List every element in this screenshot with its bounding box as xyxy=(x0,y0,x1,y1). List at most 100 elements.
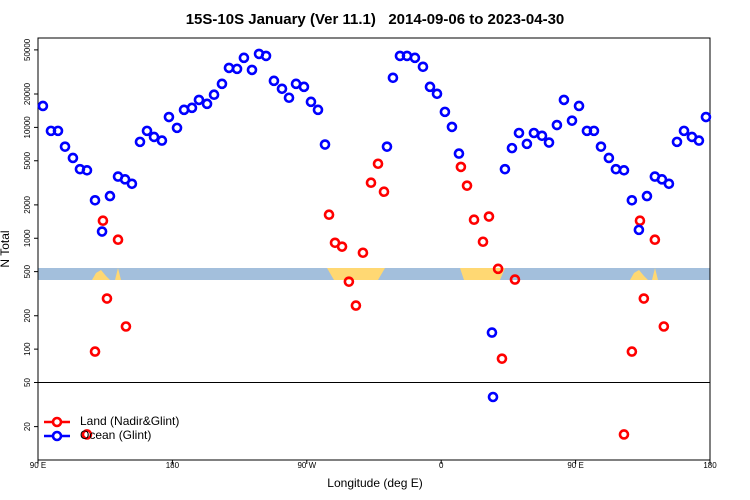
point xyxy=(120,321,132,332)
y-axis-label: N Total xyxy=(0,230,12,267)
point xyxy=(461,180,473,191)
point xyxy=(81,429,93,440)
legend-label: Ocean (Glint) xyxy=(80,428,151,442)
point xyxy=(223,62,235,74)
point xyxy=(59,141,71,152)
plot-frame xyxy=(37,37,711,461)
point xyxy=(246,64,258,76)
point xyxy=(283,92,295,104)
point xyxy=(238,52,250,64)
x-tick-label: 180 xyxy=(166,461,180,470)
point xyxy=(216,78,228,90)
point xyxy=(543,137,555,148)
point xyxy=(626,194,638,206)
point xyxy=(424,81,436,93)
point xyxy=(641,190,653,202)
point xyxy=(101,293,113,304)
point xyxy=(678,125,690,137)
point xyxy=(671,136,683,148)
point xyxy=(499,163,511,175)
point xyxy=(487,391,499,403)
x-tick-label: 180 xyxy=(703,461,717,470)
point xyxy=(381,141,393,152)
point xyxy=(97,215,109,226)
point xyxy=(509,274,521,285)
chart-title: 15S-10S January (Ver 11.1) 2014-09-06 to… xyxy=(186,11,565,28)
point xyxy=(492,263,504,275)
x-tick-label: 90 E xyxy=(567,461,583,470)
y-tick-label: 500 xyxy=(23,264,32,278)
point xyxy=(446,121,458,133)
point xyxy=(126,178,138,190)
point xyxy=(387,72,399,84)
y-tick-label: 100 xyxy=(23,342,32,356)
y-tick-label: 20 xyxy=(23,422,32,431)
point xyxy=(171,122,183,134)
point xyxy=(312,104,324,116)
point xyxy=(558,94,570,106)
y-tick-label: 10000 xyxy=(23,116,32,139)
point xyxy=(626,346,638,357)
point xyxy=(52,125,64,137)
point xyxy=(649,234,661,246)
point xyxy=(693,135,705,146)
point xyxy=(319,139,331,150)
point xyxy=(96,226,108,237)
legend-marker xyxy=(51,430,63,442)
point xyxy=(67,152,79,164)
point xyxy=(231,63,243,75)
point xyxy=(633,224,645,236)
point xyxy=(658,321,670,332)
point xyxy=(618,165,630,176)
point xyxy=(453,148,465,159)
point xyxy=(439,106,451,118)
point xyxy=(496,353,508,364)
y-tick-label: 50000 xyxy=(23,38,32,61)
y-tick-label: 1000 xyxy=(23,229,32,247)
point xyxy=(634,215,646,226)
point xyxy=(193,94,205,106)
point xyxy=(455,161,467,173)
point xyxy=(156,135,168,146)
point xyxy=(468,214,480,226)
point xyxy=(148,131,160,143)
point xyxy=(610,163,622,175)
point xyxy=(260,50,272,62)
point xyxy=(112,234,124,246)
point xyxy=(268,75,280,87)
point xyxy=(551,119,563,131)
point xyxy=(486,327,498,338)
point xyxy=(141,125,153,137)
point xyxy=(700,111,712,123)
point xyxy=(134,136,146,148)
point xyxy=(483,211,495,222)
point xyxy=(276,83,288,95)
point xyxy=(350,300,362,311)
point xyxy=(365,177,377,189)
point xyxy=(186,102,198,114)
point xyxy=(201,98,213,110)
point xyxy=(323,209,335,221)
point xyxy=(409,52,421,64)
point xyxy=(378,186,390,197)
point xyxy=(536,130,548,142)
x-axis-label: Longitude (deg E) xyxy=(327,476,422,490)
map-strip xyxy=(38,268,710,280)
y-tick-label: 20000 xyxy=(23,82,32,105)
x-tick-label: 90 E xyxy=(30,461,46,470)
point xyxy=(89,194,101,206)
point xyxy=(163,111,175,123)
x-tick-label: 0 xyxy=(439,461,444,470)
legend-label: Land (Nadir&Glint) xyxy=(80,414,179,428)
y-tick-label: 200 xyxy=(23,309,32,323)
x-tick-label: 90 W xyxy=(297,461,316,470)
point xyxy=(298,81,310,93)
point xyxy=(521,138,533,150)
point xyxy=(104,190,116,202)
point xyxy=(638,293,650,304)
point xyxy=(343,276,355,287)
point xyxy=(357,247,369,259)
point xyxy=(208,89,220,101)
point xyxy=(336,241,348,252)
